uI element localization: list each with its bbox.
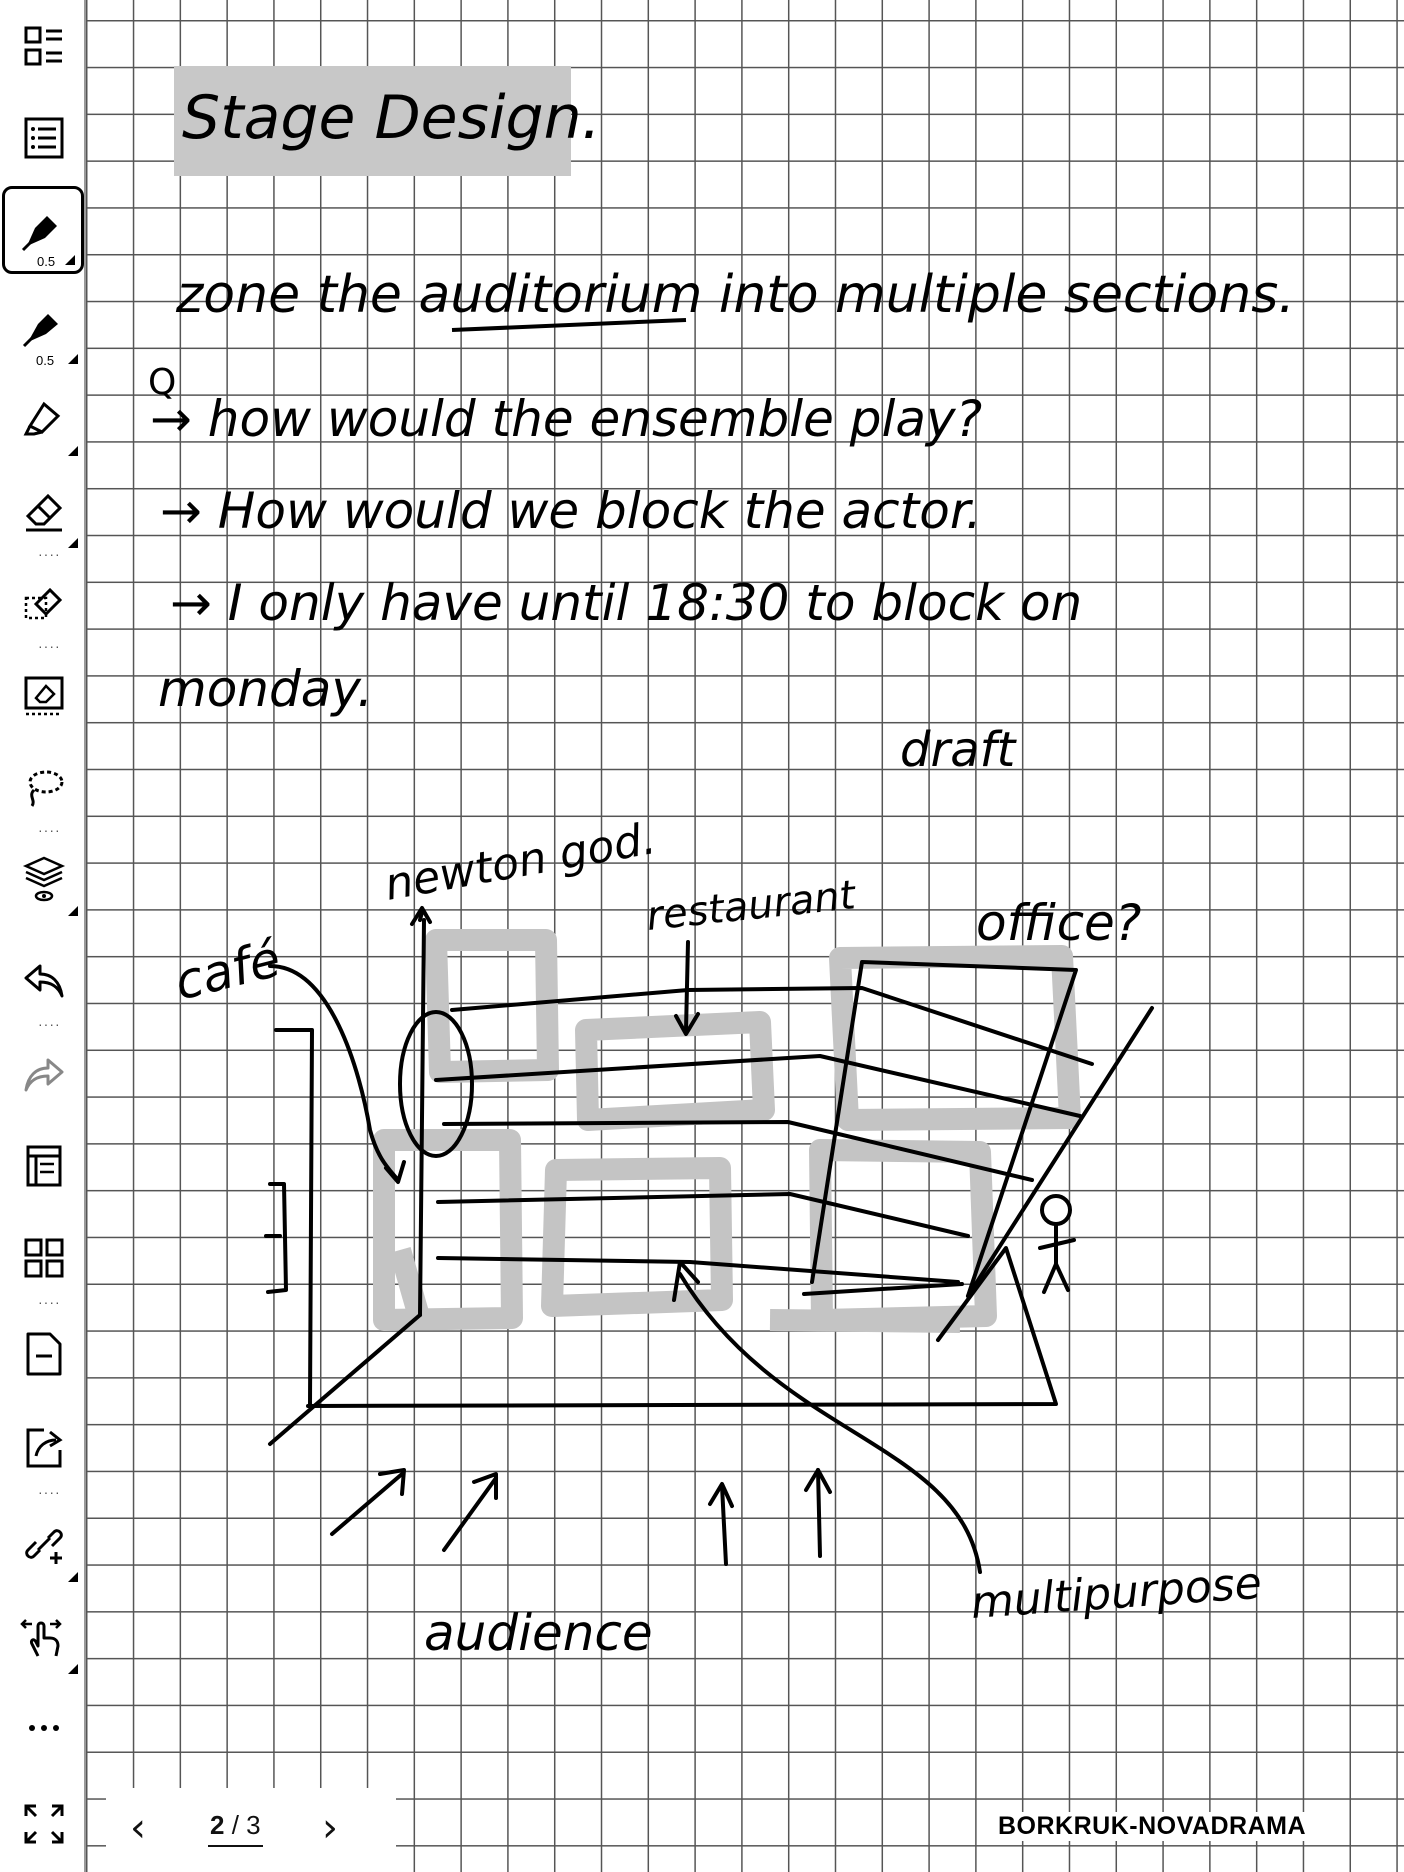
submenu-indicator bbox=[68, 446, 78, 456]
pen-size-label: 0.5 bbox=[36, 353, 55, 368]
export-icon bbox=[26, 1428, 63, 1468]
toc-button[interactable] bbox=[4, 2, 84, 90]
template-icon bbox=[26, 1145, 62, 1187]
clear-page-button[interactable] bbox=[4, 650, 84, 738]
dots-indicator: ···· bbox=[38, 638, 61, 654]
undo-icon bbox=[24, 964, 64, 998]
notebook-name[interactable]: BORKRUK-NOVADRAMA bbox=[988, 1812, 1317, 1841]
marker-icon bbox=[23, 401, 61, 436]
layers-button[interactable] bbox=[4, 834, 84, 922]
dots-indicator: ···· bbox=[38, 1294, 61, 1310]
more-icon bbox=[29, 1725, 59, 1731]
pen-size-label: 0.5 bbox=[37, 254, 56, 269]
notes-list-icon bbox=[24, 117, 64, 159]
undo-button[interactable]: ···· bbox=[4, 936, 84, 1031]
link-icon bbox=[25, 1529, 63, 1564]
redo-icon bbox=[24, 1058, 64, 1092]
marker-button[interactable] bbox=[4, 374, 84, 462]
submenu-indicator bbox=[68, 354, 78, 364]
pages-grid-button[interactable]: ···· bbox=[4, 1214, 84, 1309]
notes-list-button[interactable] bbox=[4, 94, 84, 182]
eraser-button[interactable]: ···· bbox=[4, 466, 84, 561]
clear-page-icon bbox=[24, 676, 64, 716]
toc-icon bbox=[24, 26, 62, 66]
submenu-indicator bbox=[68, 1572, 78, 1582]
more-button[interactable] bbox=[4, 1684, 84, 1772]
touch-gesture-button[interactable] bbox=[4, 1592, 84, 1680]
template-button[interactable] bbox=[4, 1122, 84, 1210]
fullscreen-icon bbox=[24, 1804, 64, 1844]
eraser-icon bbox=[25, 493, 63, 532]
area-eraser-icon bbox=[24, 587, 63, 620]
page-separator: / bbox=[231, 1810, 239, 1840]
link-button[interactable] bbox=[4, 1500, 84, 1588]
delete-page-icon bbox=[26, 1332, 62, 1376]
page-indicator[interactable]: 2 / 3 bbox=[208, 1810, 263, 1847]
lasso-button[interactable]: ···· bbox=[4, 742, 84, 837]
ballpoint-pen-icon bbox=[22, 314, 58, 348]
total-pages: 3 bbox=[246, 1810, 261, 1840]
submenu-indicator bbox=[68, 538, 78, 548]
submenu-indicator bbox=[65, 255, 75, 265]
layers-icon bbox=[22, 856, 66, 902]
left-toolbar: 0.5 0.5 ···· ···· bbox=[0, 0, 86, 1872]
dots-indicator: ···· bbox=[38, 822, 61, 838]
submenu-indicator bbox=[68, 1664, 78, 1674]
pages-grid-icon bbox=[24, 1238, 64, 1278]
fullscreen-button[interactable] bbox=[4, 1780, 84, 1868]
bottom-bar: ‹ 2 / 3 › BORKRUK-NOVADRAMA bbox=[86, 1788, 1404, 1872]
touch-gesture-icon bbox=[20, 1619, 62, 1657]
dots-indicator: ···· bbox=[38, 1016, 61, 1032]
export-button[interactable]: ···· bbox=[4, 1404, 84, 1499]
dots-indicator: ···· bbox=[38, 546, 61, 562]
fountain-pen-icon bbox=[21, 216, 57, 252]
note-canvas[interactable] bbox=[86, 0, 1404, 1872]
ballpoint-pen-button[interactable]: 0.5 bbox=[4, 282, 84, 370]
delete-page-button[interactable] bbox=[4, 1310, 84, 1398]
fountain-pen-button[interactable]: 0.5 bbox=[2, 186, 84, 274]
redo-button[interactable] bbox=[4, 1030, 84, 1118]
prev-page-button[interactable]: ‹ bbox=[130, 1805, 146, 1851]
next-page-button[interactable]: › bbox=[322, 1805, 338, 1851]
lasso-icon bbox=[28, 770, 64, 807]
current-page: 2 bbox=[210, 1810, 225, 1840]
dots-indicator: ···· bbox=[38, 1484, 61, 1500]
area-eraser-button[interactable]: ···· bbox=[4, 558, 84, 653]
submenu-indicator bbox=[68, 906, 78, 916]
